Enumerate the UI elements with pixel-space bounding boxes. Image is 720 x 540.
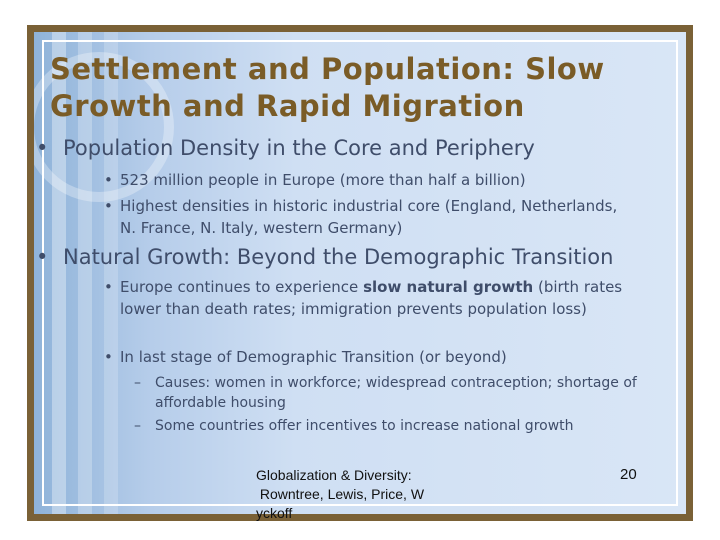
slide-background xyxy=(34,32,686,514)
sub-bullet: • Europe continues to experience slow na… xyxy=(104,276,659,320)
background-arch-decoration xyxy=(34,52,174,202)
bullet-marker: • xyxy=(36,245,49,269)
sub-bullet: • 523 million people in Europe (more tha… xyxy=(104,169,664,191)
footer-line: Globalization & Diversity: xyxy=(256,467,412,483)
dash-marker: – xyxy=(134,375,141,391)
bullet-marker: • xyxy=(36,136,49,160)
sub-sub-bullet: – Causes: women in workforce; widespread… xyxy=(134,373,644,413)
bullet-marker: • xyxy=(104,171,113,189)
bullet-marker: • xyxy=(104,278,113,296)
slide-title: Settlement and Population: Slow Growth a… xyxy=(50,52,605,123)
bullet-heading: Natural Growth: Beyond the Demographic T… xyxy=(63,245,614,269)
sub-sub-bullet-text: Some countries offer incentives to incre… xyxy=(155,418,574,434)
footer-citation: Globalization & Diversity: Rowntree, Lew… xyxy=(256,466,486,523)
sub-bullet-text: Europe continues to experience slow natu… xyxy=(120,278,623,318)
sub-bullet: • In last stage of Demographic Transitio… xyxy=(104,346,664,368)
sub-bullet: • Highest densities in historic industri… xyxy=(104,195,624,239)
bullet-marker: • xyxy=(104,197,113,215)
sub-bullet-text: In last stage of Demographic Transition … xyxy=(120,348,507,366)
sub-bullet-text: Highest densities in historic industrial… xyxy=(120,197,618,237)
footer-line: yckoff xyxy=(256,505,293,521)
sub-bullet-text: 523 million people in Europe (more than … xyxy=(120,171,526,189)
bullet-marker: • xyxy=(104,348,113,366)
sub-sub-bullet: – Some countries offer incentives to inc… xyxy=(134,416,664,436)
emphasis-slow-natural-growth: slow natural growth xyxy=(363,278,534,296)
slide-inner-border xyxy=(42,40,678,506)
background-pillar xyxy=(52,32,66,514)
background-pillar xyxy=(78,32,92,514)
bullet-heading: Population Density in the Core and Perip… xyxy=(63,136,535,160)
dash-marker: – xyxy=(134,418,141,434)
footer-line: Rowntree, Lewis, Price, W xyxy=(256,486,425,502)
background-pillar xyxy=(104,32,118,514)
sub-sub-bullet-text: Causes: women in workforce; widespread c… xyxy=(155,375,637,411)
page-number: 20 xyxy=(620,466,637,483)
